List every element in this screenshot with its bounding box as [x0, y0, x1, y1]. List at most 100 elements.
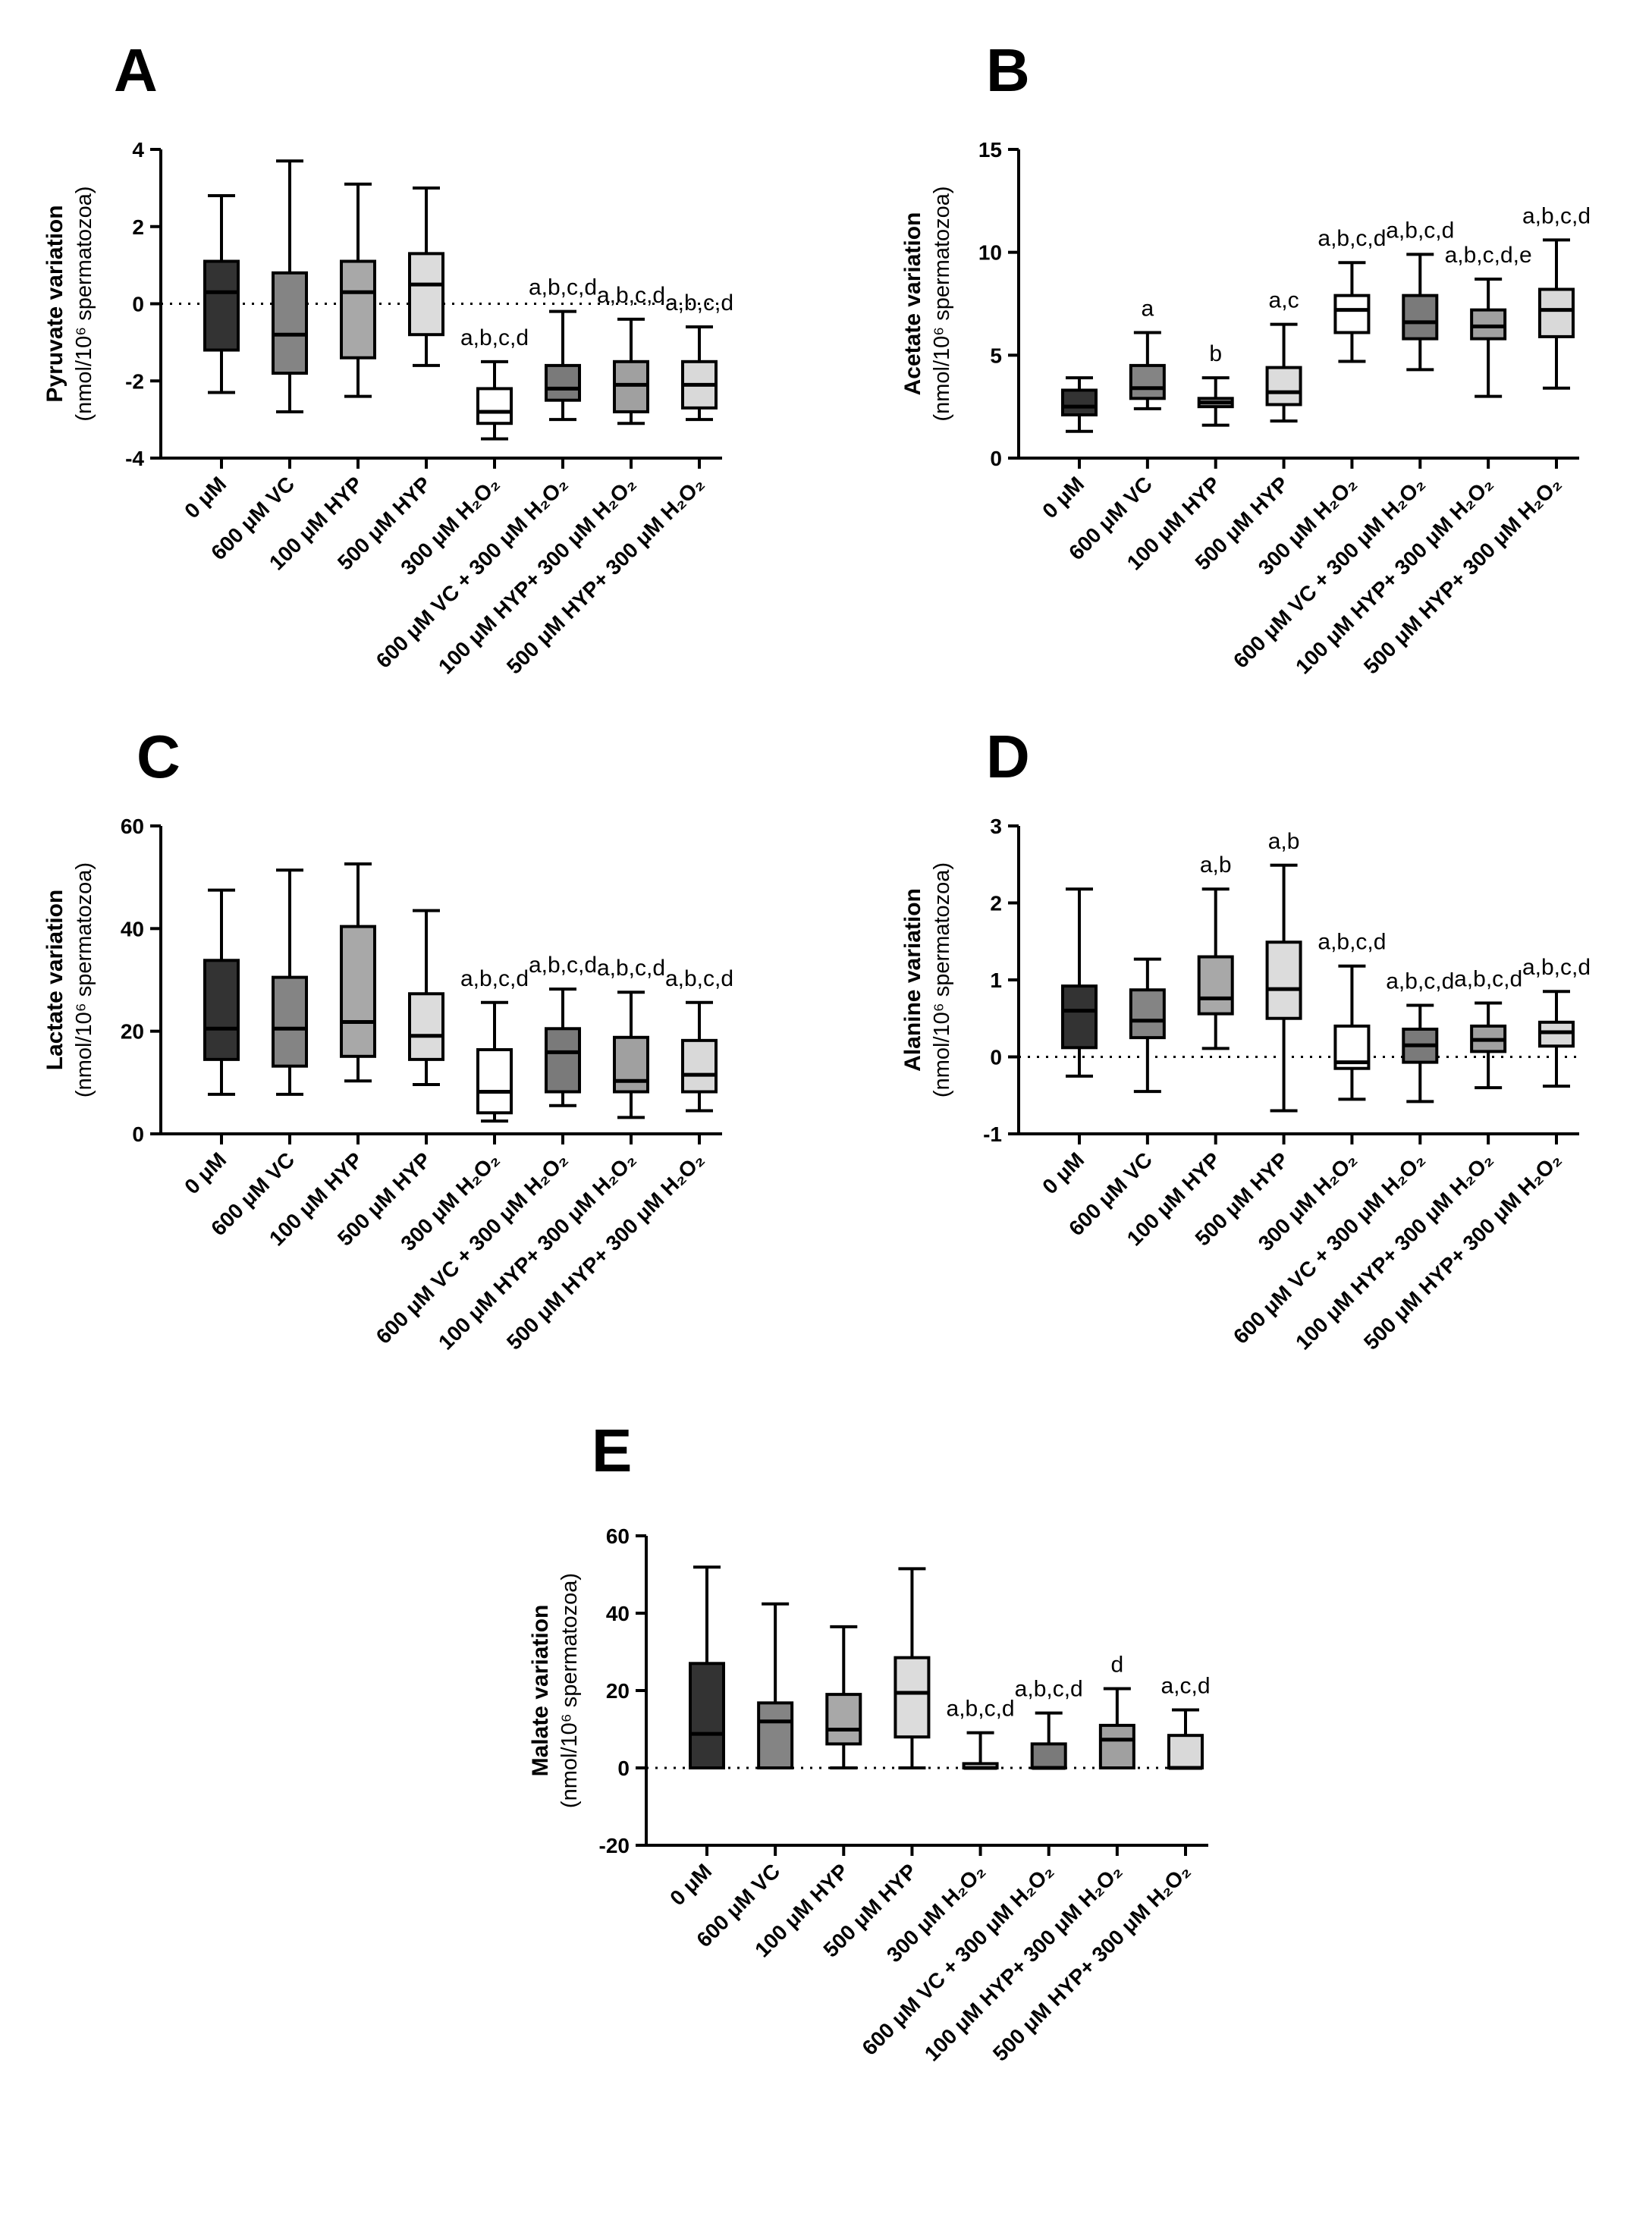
- panel-letter: D: [986, 723, 1030, 790]
- box-4: [894, 1567, 931, 1856]
- significance-label: a,b,c,d: [665, 966, 733, 991]
- x-category-label: 0 μM: [180, 472, 231, 523]
- significance-label: a,c: [1269, 288, 1299, 313]
- y-tick-label: -1: [983, 1122, 1002, 1146]
- y-axis-title: Alanine variation: [900, 888, 925, 1072]
- box-iqr: [1061, 984, 1098, 1050]
- y-axis-unit: (nmol/10⁶ spermatozoa): [930, 862, 954, 1097]
- box-iqr: [1265, 366, 1302, 407]
- box-3: [340, 182, 376, 469]
- y-tick-label: 5: [990, 344, 1002, 367]
- box-iqr: [1030, 1742, 1067, 1769]
- y-tick-label: 60: [606, 1524, 630, 1548]
- y-axis-title: Pyruvate variation: [42, 205, 68, 402]
- box-6: [1402, 253, 1439, 469]
- y-tick-label: 0: [990, 1046, 1002, 1069]
- y-axis-unit: (nmol/10⁶ spermatozoa): [557, 1573, 582, 1808]
- significance-label: a,b,c,d: [597, 283, 665, 308]
- box-iqr: [1167, 1734, 1204, 1769]
- box-iqr: [1265, 940, 1302, 1020]
- significance-label: a,b,c,d: [597, 956, 665, 981]
- box-1: [689, 1565, 725, 1856]
- box-6: [545, 309, 581, 469]
- box-iqr: [757, 1701, 794, 1770]
- box-8: [1538, 238, 1575, 469]
- significance-label: a,b,c,d: [1386, 969, 1454, 994]
- box-7: [1470, 1001, 1507, 1144]
- box-iqr: [1333, 294, 1371, 334]
- significance-label: a,b,c,d: [1522, 203, 1591, 228]
- y-tick-label: 40: [121, 917, 144, 940]
- box-5: [1333, 964, 1371, 1144]
- y-axis-title: Lactate variation: [42, 890, 68, 1070]
- significance-label: d: [1111, 1652, 1124, 1677]
- x-category-label: 0 μM: [180, 1148, 231, 1198]
- box-2: [272, 868, 308, 1144]
- y-tick-label: 15: [978, 138, 1002, 162]
- box-iqr: [613, 1035, 649, 1094]
- box-8: [681, 325, 718, 469]
- y-tick-label: 4: [132, 138, 144, 162]
- x-category-label: 0 μM: [665, 1859, 716, 1910]
- box-iqr: [476, 387, 513, 425]
- box-6: [545, 987, 581, 1144]
- significance-label: a,b,c,d: [1318, 930, 1386, 955]
- panel-c: C 0 20 40 60 Lactate variation (nmol/10⁶ sperm…: [42, 723, 733, 1355]
- box-iqr: [272, 975, 308, 1068]
- y-axis-unit: (nmol/10⁶ spermatozoa): [930, 186, 954, 421]
- significance-label: a,b,c,d: [1454, 966, 1522, 991]
- x-category-label: 0 μM: [1038, 472, 1088, 523]
- box-iqr: [545, 363, 581, 402]
- significance-label: a,b,c,d: [460, 966, 529, 991]
- y-tick-label: 40: [606, 1602, 630, 1625]
- box-7: [1098, 1687, 1135, 1856]
- panel-letter: C: [137, 723, 181, 790]
- box-2: [1129, 331, 1166, 469]
- significance-label: a,b: [1268, 829, 1300, 854]
- y-axis-unit: (nmol/10⁶ spermatozoa): [72, 862, 96, 1097]
- significance-label: a,b,c,d,e: [1445, 243, 1532, 268]
- box-iqr: [689, 1662, 725, 1770]
- significance-label: a: [1142, 296, 1154, 321]
- y-tick-label: 2: [132, 215, 144, 239]
- box-iqr: [203, 259, 240, 352]
- significance-label: a,b,c,d: [1522, 955, 1591, 980]
- box-iqr: [408, 252, 444, 337]
- y-tick-label: 0: [617, 1757, 630, 1780]
- panel-letter: A: [114, 36, 158, 104]
- box-5: [476, 1000, 513, 1144]
- box-2: [272, 159, 308, 469]
- box-iqr: [545, 1027, 581, 1094]
- box-iqr: [476, 1048, 513, 1115]
- box-iqr: [1129, 363, 1166, 400]
- box-iqr: [272, 271, 308, 375]
- y-tick-label: -20: [599, 1834, 630, 1857]
- significance-label: a,b,c,d: [1015, 1677, 1083, 1702]
- box-iqr: [613, 359, 649, 413]
- y-tick-label: 0: [132, 1122, 144, 1146]
- y-tick-label: 20: [121, 1020, 144, 1044]
- box-6: [1030, 1711, 1067, 1856]
- box-4: [1265, 322, 1302, 469]
- y-axis-title: Malate variation: [528, 1605, 553, 1777]
- box-7: [613, 317, 649, 469]
- y-tick-label: 3: [990, 815, 1002, 838]
- box-7: [613, 991, 649, 1144]
- box-1: [1061, 887, 1098, 1144]
- box-5: [476, 359, 513, 469]
- box-1: [203, 888, 240, 1144]
- significance-label: a,b,c,d: [947, 1697, 1015, 1722]
- significance-label: b: [1209, 341, 1222, 366]
- box-4: [408, 909, 444, 1144]
- box-iqr: [681, 1038, 718, 1094]
- box-4: [1265, 863, 1302, 1144]
- significance-label: a,b,c,d: [460, 325, 529, 350]
- significance-label: a,b: [1200, 852, 1232, 878]
- box-1: [203, 194, 240, 469]
- box-iqr: [825, 1693, 862, 1746]
- y-tick-label: 10: [978, 241, 1002, 265]
- significance-label: a,b,c,d: [529, 275, 597, 300]
- box-iqr: [1470, 308, 1507, 341]
- box-4: [408, 186, 444, 469]
- y-axis-title: Acetate variation: [900, 212, 925, 396]
